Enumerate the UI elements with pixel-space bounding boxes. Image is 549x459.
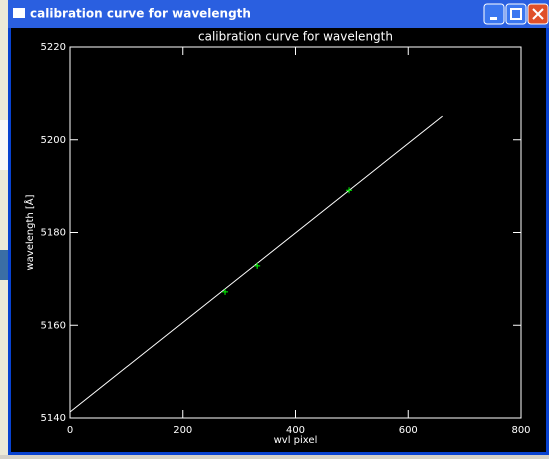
y-tick-label: 5160 xyxy=(41,320,66,331)
background-window xyxy=(0,250,10,280)
data-point xyxy=(254,262,261,269)
x-tick-label: 200 xyxy=(173,425,192,436)
window-icon xyxy=(13,8,25,18)
x-tick-label: 400 xyxy=(286,425,305,436)
close-icon xyxy=(532,8,544,20)
y-axis-label: wavelength [Å] xyxy=(23,194,36,270)
chart-title: calibration curve for wavelength xyxy=(198,30,393,44)
title-bar xyxy=(8,0,549,28)
x-tick-label: 600 xyxy=(399,425,418,436)
x-tick-label: 0 xyxy=(67,425,73,436)
maximize-icon xyxy=(510,8,522,20)
y-tick-label: 5220 xyxy=(41,42,66,53)
background-window xyxy=(0,120,10,170)
x-axis-label: wvl pixel xyxy=(274,435,318,446)
background-window xyxy=(0,0,10,455)
data-point xyxy=(346,187,353,194)
plot: calibration curve for wavelength wvl pixe… xyxy=(23,30,531,447)
minimize-icon xyxy=(490,17,497,20)
maximize-button[interactable] xyxy=(505,3,527,25)
y-tick-label: 5180 xyxy=(41,228,66,239)
y-tick-label: 5140 xyxy=(41,413,66,424)
window-title: calibration curve for wavelength xyxy=(30,7,251,21)
fit-line xyxy=(69,115,443,413)
x-tick-label: 800 xyxy=(511,425,530,436)
plot-canvas xyxy=(11,28,546,452)
y-tick-label: 5200 xyxy=(41,135,66,146)
minimize-button[interactable] xyxy=(483,3,505,25)
data-point xyxy=(222,288,229,295)
